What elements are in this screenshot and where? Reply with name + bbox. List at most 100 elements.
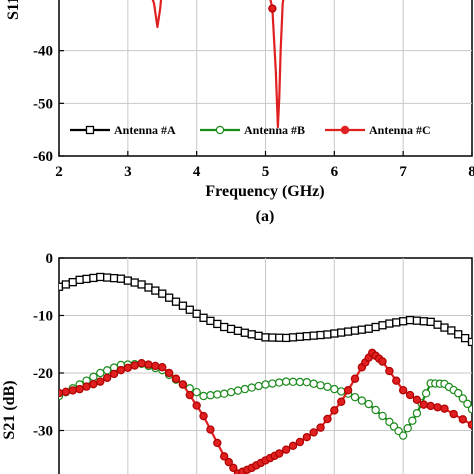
data-point [61, 387, 71, 396]
data-point [392, 376, 401, 385]
data-point [254, 331, 263, 340]
data-point [151, 361, 160, 371]
data-point [158, 363, 167, 372]
data-point [399, 317, 408, 326]
data-point [433, 403, 442, 412]
data-point [261, 333, 270, 342]
data-point [75, 275, 84, 285]
x-tick-label: 8 [468, 164, 474, 180]
data-point [185, 305, 194, 314]
data-point [330, 406, 339, 415]
y-tick-label: -60 [33, 149, 53, 165]
panel-a-legend: Antenna #A Antenna #B Antenna #C [70, 123, 431, 137]
data-point [61, 280, 71, 289]
data-point [295, 332, 305, 341]
data-point [268, 333, 277, 342]
legend-marker [85, 125, 95, 135]
y-tick-label: -40 [33, 44, 53, 60]
x-tick-label: 3 [124, 164, 132, 180]
data-point [82, 382, 91, 391]
data-point [412, 316, 422, 325]
data-point [288, 333, 298, 342]
data-point [378, 411, 387, 421]
legend-label: Antenna #A [114, 123, 176, 137]
data-point [109, 369, 119, 379]
data-point [224, 457, 233, 467]
data-point [102, 366, 112, 375]
data-point [151, 286, 160, 295]
data-point [213, 319, 222, 329]
data-point [405, 315, 415, 325]
data-point [337, 328, 346, 337]
panel-b-tick-labels: 0 -10 -20 -30 [33, 251, 64, 440]
data-point [350, 374, 360, 383]
data-point [213, 438, 222, 448]
data-point [137, 280, 146, 289]
data-point [295, 377, 305, 387]
data-point [96, 368, 105, 378]
data-point [275, 333, 284, 342]
data-point [412, 409, 422, 418]
x-tick-label: 2 [55, 164, 63, 180]
data-point [371, 322, 380, 332]
legend-entry-antenna-c: Antenna #C [325, 123, 431, 137]
data-point [421, 389, 431, 398]
data-point [89, 273, 98, 283]
legend-entry-antenna-a: Antenna #A [70, 123, 176, 137]
data-point [460, 333, 470, 343]
data-point [281, 445, 291, 454]
data-point [130, 278, 139, 287]
data-point [323, 382, 332, 391]
data-point [192, 309, 201, 318]
data-point [158, 289, 167, 298]
data-point [337, 387, 346, 396]
y-tick-label: -30 [33, 424, 53, 440]
data-point [89, 379, 98, 389]
data-point [378, 321, 387, 330]
data-point [226, 387, 236, 397]
data-point [302, 378, 311, 387]
data-point [449, 409, 458, 419]
data-point [371, 405, 380, 415]
data-point [82, 274, 91, 284]
data-point [68, 386, 77, 395]
series-antenna-c [151, 0, 285, 129]
data-point [385, 366, 394, 376]
data-point [233, 326, 243, 335]
data-point [309, 331, 318, 340]
data-point [309, 379, 318, 388]
data-point [398, 431, 408, 440]
data-point [116, 365, 126, 375]
data-point [357, 396, 367, 405]
data-point [171, 374, 181, 383]
panel-a-tick-labels: -40 -50 -602 3 4 5 6 7 8 [33, 44, 474, 180]
data-point [330, 384, 339, 394]
data-point [323, 414, 332, 424]
data-point [96, 377, 105, 386]
data-point [385, 319, 394, 328]
data-point [433, 320, 442, 329]
data-point [164, 293, 174, 302]
legend-label: Antenna #C [369, 123, 431, 137]
data-point [89, 372, 98, 382]
data-point [123, 363, 133, 373]
panel-a-ylabel: S11 [5, 0, 22, 20]
panel-b: 0 -10 -20 -30 S21 (dB) [1, 251, 473, 474]
x-tick-label: 5 [262, 164, 270, 180]
data-point [59, 388, 64, 398]
data-point [302, 332, 311, 341]
data-point [288, 377, 298, 387]
data-point [219, 452, 229, 461]
data-point [130, 361, 139, 370]
data-point [364, 324, 373, 333]
legend-marker [340, 125, 350, 135]
panel-b-grid [59, 258, 472, 474]
data-point [403, 424, 412, 433]
panel-a-label: (a) [256, 208, 275, 225]
data-point [426, 401, 435, 411]
data-point [226, 324, 236, 334]
data-point [295, 437, 305, 447]
data-point [185, 390, 194, 400]
panel-a-grid [59, 0, 472, 156]
panel-a-series [151, 0, 285, 129]
